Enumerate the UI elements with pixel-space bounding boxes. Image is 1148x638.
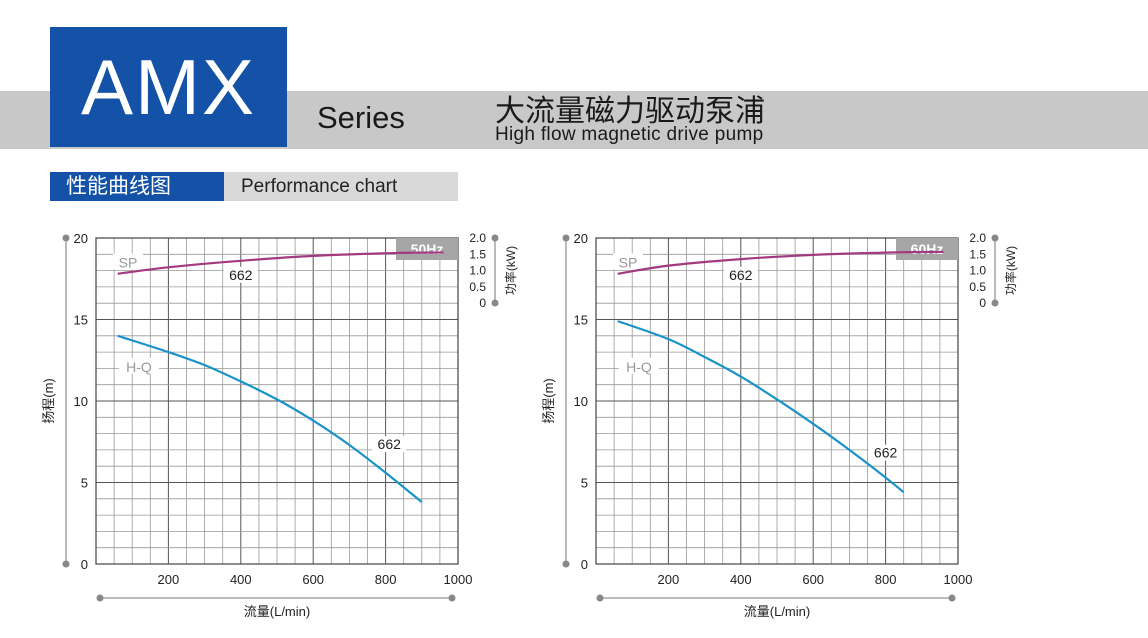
y2-tick-label: 1.5: [469, 247, 486, 261]
x-tick-label: 200: [658, 572, 680, 587]
curve-tag-sp: SP: [119, 254, 138, 270]
frequency-badge: [396, 238, 458, 260]
y2-tick-label: 1.5: [969, 247, 986, 261]
y-tick-label: 20: [574, 231, 588, 246]
y2-axis-label: 功率(kW): [1003, 246, 1018, 295]
y2-axis-label: 功率(kW): [503, 246, 518, 295]
curve-tag-bg: [619, 357, 659, 374]
axis-end-dot: [491, 299, 499, 307]
plot-frame: [95, 237, 459, 565]
curve-tag-bg: [613, 253, 643, 270]
series-label-bg: [868, 444, 903, 461]
axis-end-dot: [596, 594, 604, 602]
axis-end-dot: [948, 594, 956, 602]
x-axis-label: 流量(L/min): [744, 604, 810, 619]
series-label: Series: [317, 100, 405, 135]
page-title-cn: 大流量磁力驱动泵浦: [495, 94, 765, 129]
y-tick-label: 15: [574, 313, 588, 328]
axis-end-dot: [991, 299, 999, 307]
y2-tick-label: 1.0: [469, 264, 486, 278]
hq-curve: [617, 320, 905, 494]
curve-tag-h-q: H-Q: [626, 359, 652, 375]
y-axis-label: 扬程(m): [541, 378, 556, 424]
axis-end-dot: [62, 234, 70, 242]
series-label-bg: [723, 266, 758, 283]
axis-end-dot: [491, 234, 499, 242]
axis-end-dot: [991, 234, 999, 242]
x-tick-label: 800: [375, 572, 397, 587]
product-logo: AMX: [50, 27, 287, 147]
page-title-en: High flow magnetic drive pump: [495, 124, 764, 145]
frequency-badge-label: 50Hz: [411, 241, 444, 257]
y2-tick-label: 0.5: [969, 280, 986, 294]
series-label-bg: [223, 266, 258, 283]
y-tick-label: 5: [81, 476, 88, 491]
curve-tag-h-q: H-Q: [126, 359, 152, 375]
y2-tick-label: 0: [479, 296, 486, 310]
y2-tick-label: 2.0: [969, 231, 986, 245]
sp-series-label: 662: [229, 267, 253, 283]
x-tick-label: 600: [802, 572, 824, 587]
y-tick-label: 10: [74, 394, 88, 409]
y-tick-label: 15: [74, 313, 88, 328]
sp-curve: [117, 251, 444, 275]
y-tick-label: 5: [581, 476, 588, 491]
performance-chart-60hz: 0 5 10 15 20 扬程(m) 200 400 600 800 1000 流量(L/min) 0 0…: [541, 231, 1018, 619]
x-tick-label: 1000: [944, 572, 973, 587]
section-title-en: Performance chart: [224, 172, 458, 201]
frequency-badge-label: 60Hz: [911, 241, 944, 257]
hq-series-label: 662: [874, 445, 898, 461]
x-axis-label: 流量(L/min): [244, 604, 310, 619]
x-tick-label: 600: [302, 572, 324, 587]
y2-tick-label: 1.0: [969, 264, 986, 278]
axis-end-dot: [62, 560, 70, 568]
y-tick-label: 20: [74, 231, 88, 246]
sp-series-label: 662: [729, 267, 753, 283]
curve-tag-bg: [113, 253, 143, 270]
x-tick-label: 800: [875, 572, 897, 587]
performance-chart-50hz: 0 5 10 15 20 扬程(m) 200 400 600 800 1000 流量(L/min) 0 0…: [41, 231, 518, 619]
y2-tick-label: 0.5: [469, 280, 486, 294]
plot-frame: [595, 237, 959, 565]
y2-tick-label: 0: [979, 296, 986, 310]
curve-tag-bg: [119, 357, 159, 374]
sp-curve: [617, 250, 944, 275]
axis-end-dot: [448, 594, 456, 602]
axis-end-dot: [562, 560, 570, 568]
y-axis-label: 扬程(m): [41, 378, 56, 424]
y-tick-label: 10: [574, 394, 588, 409]
x-tick-label: 1000: [444, 572, 473, 587]
y2-tick-label: 2.0: [469, 231, 486, 245]
y-tick-label: 0: [581, 557, 588, 572]
axis-end-dot: [96, 594, 104, 602]
x-tick-label: 200: [158, 572, 180, 587]
axis-end-dot: [562, 234, 570, 242]
section-title-cn: 性能曲线图: [50, 172, 224, 201]
series-label-bg: [372, 436, 407, 453]
hq-series-label: 662: [378, 436, 402, 452]
x-tick-label: 400: [230, 572, 252, 587]
frequency-badge: [896, 238, 958, 260]
x-tick-label: 400: [730, 572, 752, 587]
y-tick-label: 0: [81, 557, 88, 572]
curve-tag-sp: SP: [619, 254, 638, 270]
hq-curve: [117, 334, 423, 503]
